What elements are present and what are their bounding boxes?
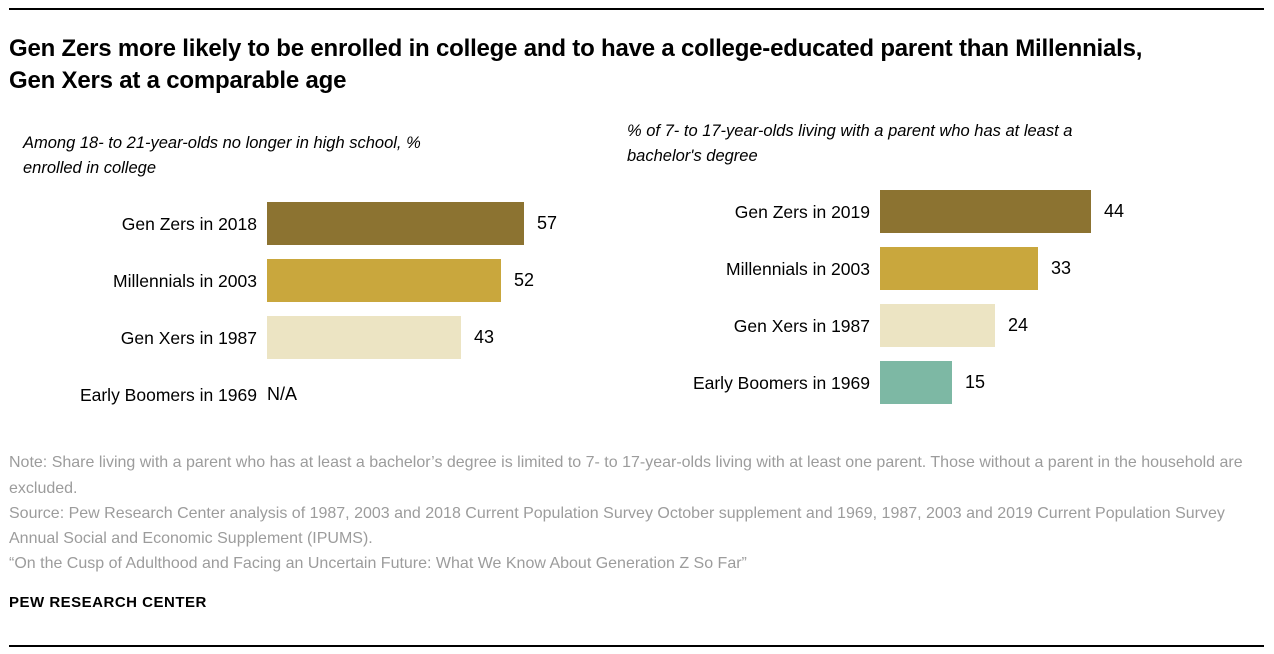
bar [880,361,952,405]
source-text: Source: Pew Research Center analysis of … [9,504,1225,548]
bar [880,190,1091,234]
category-label: Gen Zers in 2019 [734,201,870,222]
bar-row: Gen Xers in 1987 24 [627,304,1273,348]
bar-value: 43 [474,327,495,348]
bar-track: 52 [267,259,615,303]
bar [267,259,501,303]
bar-row: Gen Zers in 2018 57 [9,202,615,246]
bar-value: 52 [514,270,535,291]
note-text: Note: Share living with a parent who has… [9,454,1243,497]
footer: Note: Share living with a parent who has… [9,450,1264,610]
bar-row: Early Boomers in 1969 N/A [9,373,615,416]
chart-parent-education: % of 7- to 17-year-olds living with a pa… [627,119,1273,431]
bar-row: Millennials in 2003 33 [627,247,1273,291]
bar-track: 57 [267,202,615,246]
bar-track: 44 [880,190,1273,234]
bar-value: 44 [1104,201,1125,222]
chart-subtitle-left: Among 18- to 21-year-olds no longer in h… [23,133,421,177]
report-title-text: “On the Cusp of Adulthood and Facing an … [9,555,747,573]
bar-rows-left: Gen Zers in 2018 57 Millennials in 2003 52 G… [9,202,615,416]
chart-college-enrollment: Among 18- to 21-year-olds no longer in h… [9,119,615,431]
bar-value: 57 [537,213,558,234]
category-label: Early Boomers in 1969 [79,384,257,405]
page-title: Gen Zers more likely to be enrolled in c… [9,35,1143,94]
top-rule [9,8,1264,10]
bar [880,247,1038,291]
bar [267,202,524,246]
bar-track: N/A [267,373,615,416]
bar-row: Gen Zers in 2019 44 [627,190,1273,234]
bar-track: 24 [880,304,1273,348]
bar-track: 33 [880,247,1273,291]
chart-subtitle-right: % of 7- to 17-year-olds living with a pa… [627,121,1073,165]
category-label: Millennials in 2003 [726,258,870,279]
bottom-rule [9,645,1264,647]
category-label: Millennials in 2003 [113,270,257,291]
bar-row: Gen Xers in 1987 43 [9,316,615,360]
bar-value: 24 [1008,315,1029,336]
bar-track: 43 [267,316,615,360]
charts-container: Among 18- to 21-year-olds no longer in h… [9,119,1264,431]
category-label: Gen Zers in 2018 [121,213,257,234]
bar-value: 15 [965,372,986,393]
bar [880,304,995,348]
category-label: Early Boomers in 1969 [692,372,870,393]
bar-rows-right: Gen Zers in 2019 44 Millennials in 2003 33 G… [627,190,1273,405]
category-label: Gen Xers in 1987 [120,327,257,348]
bar-value: N/A [267,384,298,405]
bar-row: Early Boomers in 1969 15 [627,361,1273,405]
bar-track: 15 [880,361,1273,405]
bar [267,316,461,360]
bar-value: 33 [1051,258,1072,279]
brand-label: PEW RESEARCH CENTER [9,593,207,611]
bar-row: Millennials in 2003 52 [9,259,615,303]
category-label: Gen Xers in 1987 [733,315,870,336]
